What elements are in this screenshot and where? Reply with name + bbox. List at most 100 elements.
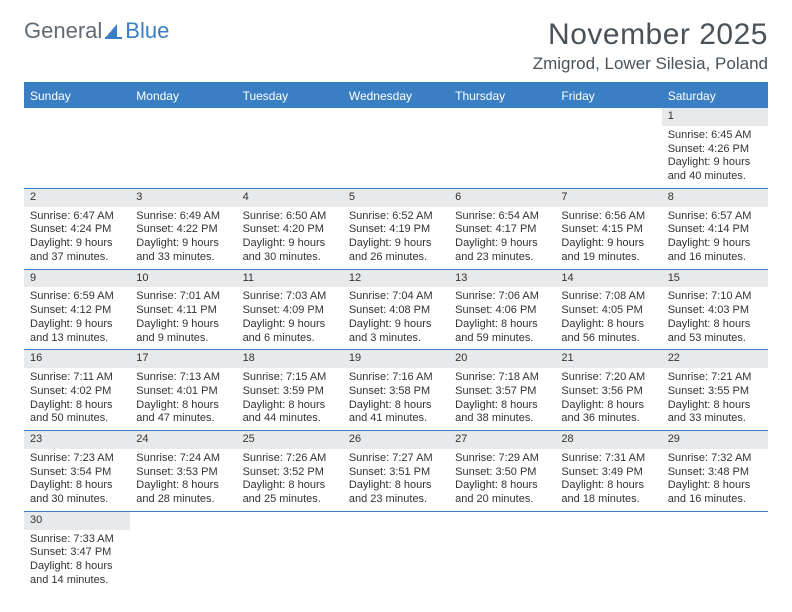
sunset-text: Sunset: 3:58 PM (349, 385, 443, 399)
calendar-cell (343, 108, 449, 188)
calendar-cell: 15Sunrise: 7:10 AMSunset: 4:03 PMDayligh… (662, 270, 768, 350)
sunset-text: Sunset: 4:03 PM (668, 304, 762, 318)
day-number: 17 (130, 350, 236, 368)
calendar-cell: 20Sunrise: 7:18 AMSunset: 3:57 PMDayligh… (449, 350, 555, 430)
sunrise-text: Sunrise: 7:06 AM (455, 290, 549, 304)
day-number: 12 (343, 270, 449, 288)
sunset-text: Sunset: 3:50 PM (455, 466, 549, 480)
sunset-text: Sunset: 3:47 PM (30, 546, 124, 560)
day-number: 13 (449, 270, 555, 288)
title-block: November 2025 Zmigrod, Lower Silesia, Po… (533, 18, 768, 74)
day-number: 30 (24, 512, 130, 530)
daylight2-text: and 38 minutes. (455, 412, 549, 426)
daylight2-text: and 30 minutes. (243, 251, 337, 265)
day-number: 27 (449, 431, 555, 449)
daylight2-text: and 47 minutes. (136, 412, 230, 426)
daylight1-text: Daylight: 8 hours (136, 479, 230, 493)
daylight1-text: Daylight: 9 hours (30, 237, 124, 251)
day-number: 7 (555, 189, 661, 207)
sunrise-text: Sunrise: 7:27 AM (349, 452, 443, 466)
daylight2-text: and 37 minutes. (30, 251, 124, 265)
daylight1-text: Daylight: 8 hours (455, 399, 549, 413)
day-header: Wednesday (343, 84, 449, 108)
sunrise-text: Sunrise: 7:23 AM (30, 452, 124, 466)
sunset-text: Sunset: 4:26 PM (668, 143, 762, 157)
sunset-text: Sunset: 3:56 PM (561, 385, 655, 399)
calendar-week: 23Sunrise: 7:23 AMSunset: 3:54 PMDayligh… (24, 431, 768, 512)
daylight1-text: Daylight: 9 hours (561, 237, 655, 251)
day-number: 11 (237, 270, 343, 288)
calendar-cell (130, 512, 236, 592)
calendar-cell: 16Sunrise: 7:11 AMSunset: 4:02 PMDayligh… (24, 350, 130, 430)
daylight2-text: and 59 minutes. (455, 332, 549, 346)
day-number: 3 (130, 189, 236, 207)
calendar-cell: 3Sunrise: 6:49 AMSunset: 4:22 PMDaylight… (130, 189, 236, 269)
sunrise-text: Sunrise: 7:29 AM (455, 452, 549, 466)
daylight1-text: Daylight: 8 hours (561, 399, 655, 413)
daylight2-text: and 25 minutes. (243, 493, 337, 507)
calendar-cell (237, 512, 343, 592)
daylight1-text: Daylight: 8 hours (243, 479, 337, 493)
calendar-cell: 10Sunrise: 7:01 AMSunset: 4:11 PMDayligh… (130, 270, 236, 350)
daylight2-text: and 33 minutes. (136, 251, 230, 265)
sunset-text: Sunset: 3:57 PM (455, 385, 549, 399)
daylight1-text: Daylight: 8 hours (243, 399, 337, 413)
calendar-week: 30Sunrise: 7:33 AMSunset: 3:47 PMDayligh… (24, 512, 768, 592)
daylight2-text: and 18 minutes. (561, 493, 655, 507)
daylight2-text: and 26 minutes. (349, 251, 443, 265)
calendar-week: 9Sunrise: 6:59 AMSunset: 4:12 PMDaylight… (24, 270, 768, 351)
day-header: Thursday (449, 84, 555, 108)
day-number: 14 (555, 270, 661, 288)
day-number: 8 (662, 189, 768, 207)
sunrise-text: Sunrise: 7:03 AM (243, 290, 337, 304)
page: General Blue November 2025 Zmigrod, Lowe… (0, 0, 792, 612)
calendar-week: 16Sunrise: 7:11 AMSunset: 4:02 PMDayligh… (24, 350, 768, 431)
day-number: 16 (24, 350, 130, 368)
sunrise-text: Sunrise: 7:04 AM (349, 290, 443, 304)
day-number: 6 (449, 189, 555, 207)
calendar-cell (343, 512, 449, 592)
day-number: 1 (662, 108, 768, 126)
daylight1-text: Daylight: 9 hours (349, 318, 443, 332)
daylight2-text: and 23 minutes. (349, 493, 443, 507)
daylight2-text: and 40 minutes. (668, 170, 762, 184)
calendar-cell: 29Sunrise: 7:32 AMSunset: 3:48 PMDayligh… (662, 431, 768, 511)
daylight2-text: and 13 minutes. (30, 332, 124, 346)
daylight2-text: and 33 minutes. (668, 412, 762, 426)
daylight1-text: Daylight: 8 hours (30, 560, 124, 574)
daylight2-text: and 50 minutes. (30, 412, 124, 426)
sunset-text: Sunset: 3:55 PM (668, 385, 762, 399)
calendar-cell: 12Sunrise: 7:04 AMSunset: 4:08 PMDayligh… (343, 270, 449, 350)
sunrise-text: Sunrise: 6:56 AM (561, 210, 655, 224)
daylight1-text: Daylight: 8 hours (136, 399, 230, 413)
day-number: 23 (24, 431, 130, 449)
sunset-text: Sunset: 3:51 PM (349, 466, 443, 480)
sunset-text: Sunset: 3:48 PM (668, 466, 762, 480)
calendar-cell: 8Sunrise: 6:57 AMSunset: 4:14 PMDaylight… (662, 189, 768, 269)
sunset-text: Sunset: 4:14 PM (668, 223, 762, 237)
sunrise-text: Sunrise: 7:08 AM (561, 290, 655, 304)
sunrise-text: Sunrise: 7:18 AM (455, 371, 549, 385)
day-number: 10 (130, 270, 236, 288)
calendar-cell: 18Sunrise: 7:15 AMSunset: 3:59 PMDayligh… (237, 350, 343, 430)
location-subtitle: Zmigrod, Lower Silesia, Poland (533, 54, 768, 74)
day-number: 24 (130, 431, 236, 449)
calendar-cell: 23Sunrise: 7:23 AMSunset: 3:54 PMDayligh… (24, 431, 130, 511)
calendar-cell: 9Sunrise: 6:59 AMSunset: 4:12 PMDaylight… (24, 270, 130, 350)
sail-icon (102, 18, 125, 44)
sunset-text: Sunset: 4:12 PM (30, 304, 124, 318)
calendar-cell (449, 108, 555, 188)
sunrise-text: Sunrise: 7:32 AM (668, 452, 762, 466)
day-header-row: Sunday Monday Tuesday Wednesday Thursday… (24, 84, 768, 108)
daylight2-text: and 30 minutes. (30, 493, 124, 507)
calendar-cell: 13Sunrise: 7:06 AMSunset: 4:06 PMDayligh… (449, 270, 555, 350)
calendar-cell (24, 108, 130, 188)
sunset-text: Sunset: 3:49 PM (561, 466, 655, 480)
calendar-cell: 5Sunrise: 6:52 AMSunset: 4:19 PMDaylight… (343, 189, 449, 269)
sunset-text: Sunset: 4:15 PM (561, 223, 655, 237)
sunset-text: Sunset: 3:59 PM (243, 385, 337, 399)
day-number: 22 (662, 350, 768, 368)
daylight1-text: Daylight: 9 hours (349, 237, 443, 251)
day-header: Sunday (24, 84, 130, 108)
calendar-cell: 7 Sunrise: 6:56 AMSunset: 4:15 PMDaylight… (555, 189, 661, 269)
